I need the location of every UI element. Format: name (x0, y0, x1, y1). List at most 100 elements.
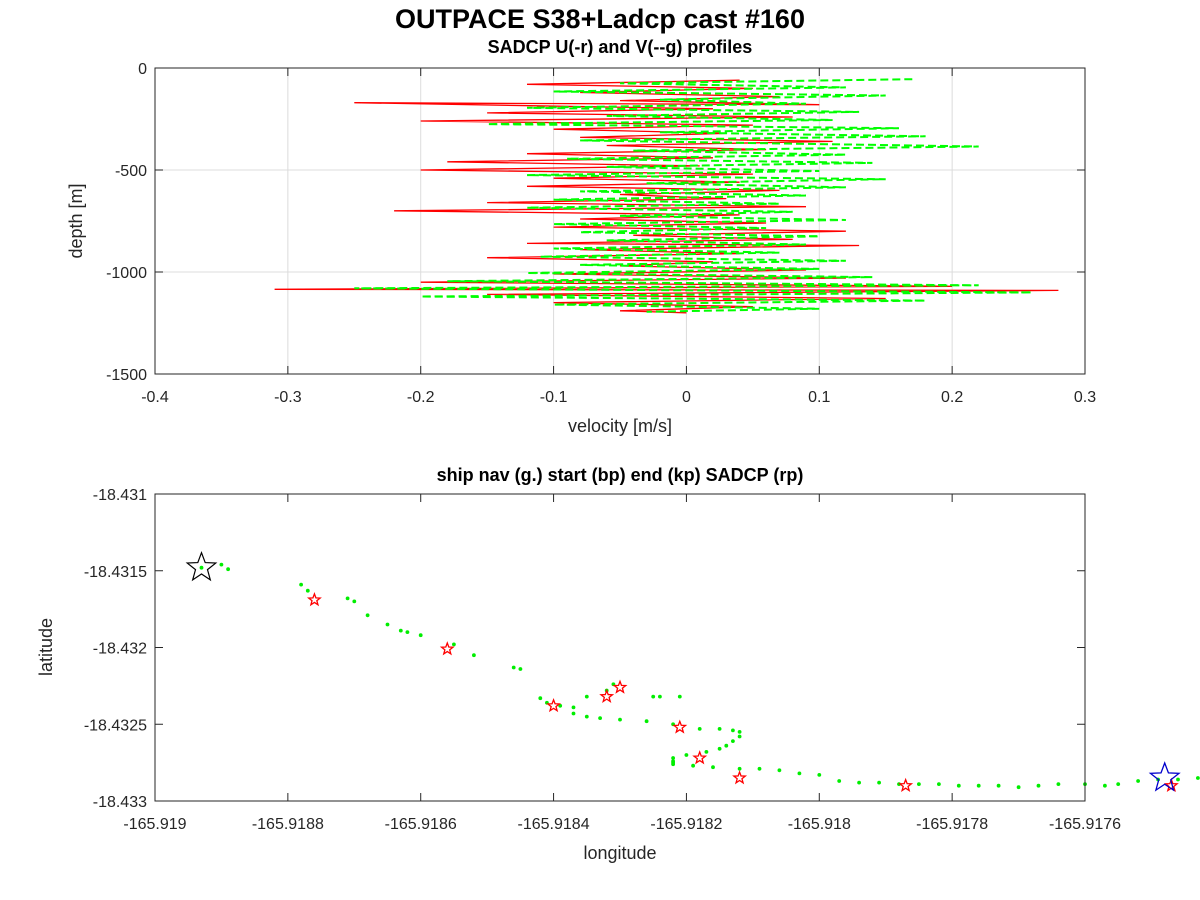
suptitle: OUTPACE S38+Ladcp cast #160 (395, 4, 805, 34)
x-tick-label: -165.9176 (1049, 816, 1121, 833)
ship-nav-point (717, 727, 722, 731)
ship-nav-point (651, 694, 656, 699)
velocity-profile-plot: SADCP U(-r) and V(--g) profiles -0.4 -0.3… (66, 37, 1096, 436)
ship-nav-point (797, 771, 802, 776)
ship-nav-point (584, 714, 589, 719)
y-tick-label: -18.4325 (84, 717, 147, 734)
x-tick-label: -165.9188 (252, 816, 324, 833)
data-series (274, 78, 1059, 314)
ship-nav-point (219, 562, 224, 567)
x-tick-label: -0.1 (540, 389, 568, 406)
ship-nav-point (352, 599, 357, 604)
start-point (185, 550, 218, 582)
ship-nav-point (511, 665, 516, 670)
ship-nav-point (996, 783, 1001, 788)
plot-title: SADCP U(-r) and V(--g) profiles (488, 37, 753, 57)
ship-nav-point (737, 730, 742, 734)
ship-nav-point (684, 753, 689, 757)
x-tick-label: -165.9178 (916, 816, 988, 833)
ship-nav-point (405, 630, 410, 634)
end-point (1148, 761, 1181, 792)
sadcp-point (732, 770, 748, 785)
ship-nav-point (305, 588, 310, 593)
x-tick-label: -165.918 (788, 816, 851, 833)
ship-nav-point (571, 705, 576, 710)
ship-nav-point (877, 780, 881, 785)
ship-nav-point (299, 582, 303, 587)
y-tick-label: -18.431 (93, 487, 147, 504)
ship-nav-point (398, 628, 403, 633)
sadcp-point (599, 688, 615, 703)
sadcp-point (692, 750, 708, 765)
sadcp-point (898, 777, 914, 793)
sadcp-point (546, 697, 562, 713)
y-tick-label: -18.433 (93, 794, 147, 811)
ship-nav-point (472, 653, 476, 658)
ship-nav-point (976, 783, 981, 788)
ship-nav-point (1056, 782, 1061, 786)
ship-nav-point (558, 703, 563, 708)
x-tick-label: -0.4 (141, 389, 169, 406)
ship-nav-point (345, 596, 350, 601)
ship-nav-point (571, 711, 576, 716)
grid (154, 67, 1086, 375)
ship-nav-point (817, 773, 822, 777)
ship-nav-point (724, 743, 729, 748)
ship-nav-point (1103, 783, 1107, 788)
ship-nav-point (671, 756, 675, 760)
ship-nav-point (518, 667, 523, 671)
ship-nav-point (731, 739, 735, 743)
x-axis-label: longitude (583, 843, 656, 863)
ship-nav-point (226, 567, 231, 572)
ship-nav-point (618, 717, 622, 722)
axis-ticks: -165.919 -165.9188 -165.9186 -165.9184 -165.… (84, 487, 1121, 833)
x-tick-label: -0.2 (407, 389, 435, 406)
ship-nav-point (1036, 783, 1041, 788)
y-axis-label: latitude (36, 618, 56, 676)
ship-nav-point (777, 768, 782, 773)
ship-nav-point (1116, 782, 1121, 786)
sadcp-point (612, 679, 628, 694)
ship-nav-point (1016, 785, 1021, 790)
ship-nav-point (677, 694, 682, 699)
sadcp-point (672, 719, 688, 734)
x-tick-label: -0.3 (274, 389, 302, 406)
sadcp-point (306, 592, 322, 607)
data-series (185, 550, 1200, 793)
ship-nav-point (584, 694, 589, 699)
y-tick-label: -1500 (106, 367, 147, 384)
y-axis-label: depth [m] (66, 183, 86, 258)
ship-nav-point (704, 750, 709, 754)
series-line-u (274, 79, 1059, 314)
plot-title: ship nav (g.) start (bp) end (kp) SADCP … (437, 465, 804, 485)
plot-frame (154, 493, 1086, 802)
ship-nav-point (837, 779, 842, 783)
y-tick-label: 0 (138, 61, 147, 78)
ship-nav-point (1136, 779, 1140, 783)
ship-nav-point (731, 728, 735, 733)
ship-nav-plot: ship nav (g.) start (bp) end (kp) SADCP … (36, 465, 1200, 863)
x-tick-label: 0.1 (808, 389, 830, 406)
ship-nav-point (671, 762, 675, 767)
ship-nav-point (1196, 776, 1200, 780)
y-tick-label: -18.432 (93, 641, 147, 658)
ship-nav-point (1176, 777, 1180, 782)
x-tick-label: -165.9184 (518, 816, 590, 833)
y-tick-label: -500 (115, 163, 147, 180)
y-tick-label: -1000 (106, 265, 147, 282)
x-tick-label: -165.9182 (650, 816, 722, 833)
ship-nav-point (917, 782, 921, 786)
axis-ticks: -0.4 -0.3 -0.2 -0.1 0 0.1 0.2 0.3 0 -500 -1000 -150… (106, 61, 1096, 406)
ship-nav-point (658, 694, 662, 699)
sadcp-point (439, 641, 455, 656)
ship-nav-point (956, 783, 961, 788)
ship-nav-point (418, 633, 423, 638)
ship-nav-point (857, 780, 861, 785)
x-axis-label: velocity [m/s] (568, 416, 672, 436)
plot-frame (154, 67, 1086, 375)
ship-nav-point (737, 766, 742, 771)
x-tick-label: 0.3 (1074, 389, 1096, 406)
ship-nav-point (711, 765, 715, 770)
ship-nav-point (538, 696, 543, 701)
